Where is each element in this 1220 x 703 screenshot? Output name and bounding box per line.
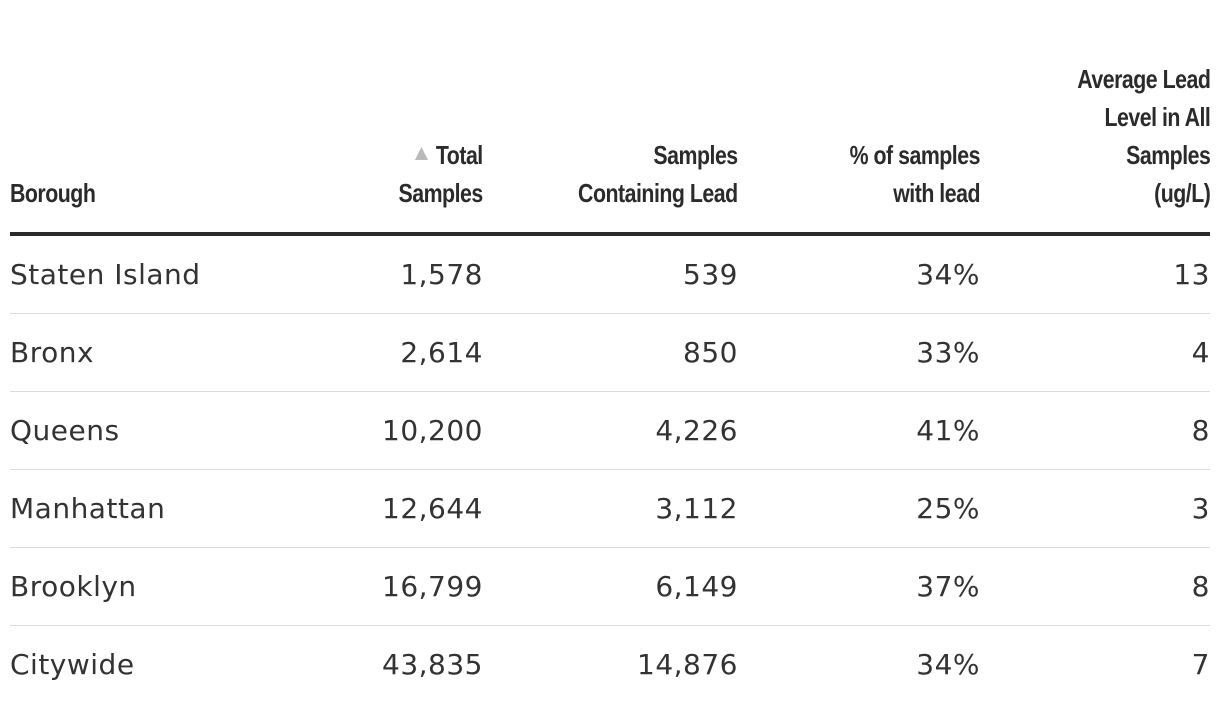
- header-line: Average Lead: [1077, 64, 1210, 94]
- table-row: Brooklyn 16,799 6,149 37% 8: [10, 548, 1210, 626]
- cell-pct-with-lead: 34%: [738, 234, 980, 314]
- cell-pct-with-lead: 37%: [738, 548, 980, 626]
- lead-samples-table-container: Borough Total Samples Samples Containing…: [10, 0, 1210, 703]
- cell-samples-containing-lead: 4,226: [483, 392, 738, 470]
- table-row: Manhattan 12,644 3,112 25% 3: [10, 470, 1210, 548]
- column-header-pct-with-lead-label: % of samples with lead: [850, 136, 980, 212]
- column-header-samples-containing-lead[interactable]: Samples Containing Lead: [483, 0, 738, 234]
- cell-average-lead-level: 13: [980, 234, 1210, 314]
- cell-total-samples: 2,614: [250, 314, 483, 392]
- cell-average-lead-level: 7: [980, 626, 1210, 703]
- cell-borough: Citywide: [10, 626, 250, 703]
- table-header: Borough Total Samples Samples Containing…: [10, 0, 1210, 234]
- cell-average-lead-level: 8: [980, 548, 1210, 626]
- column-header-borough-label: Borough: [10, 174, 95, 212]
- header-line: with lead: [893, 178, 980, 208]
- cell-total-samples: 16,799: [250, 548, 483, 626]
- cell-total-samples: 1,578: [250, 234, 483, 314]
- header-line: Samples: [1126, 140, 1210, 170]
- sort-ascending-icon[interactable]: [415, 147, 428, 160]
- cell-samples-containing-lead: 3,112: [483, 470, 738, 548]
- cell-borough: Staten Island: [10, 234, 250, 314]
- column-header-total-samples-label: Total Samples: [399, 136, 483, 212]
- column-header-samples-containing-lead-label: Samples Containing Lead: [578, 136, 738, 212]
- cell-samples-containing-lead: 6,149: [483, 548, 738, 626]
- cell-average-lead-level: 3: [980, 470, 1210, 548]
- cell-samples-containing-lead: 850: [483, 314, 738, 392]
- header-line: (ug/L): [1154, 178, 1210, 208]
- cell-pct-with-lead: 25%: [738, 470, 980, 548]
- cell-samples-containing-lead: 14,876: [483, 626, 738, 703]
- table-row: Citywide 43,835 14,876 34% 7: [10, 626, 1210, 703]
- cell-pct-with-lead: 41%: [738, 392, 980, 470]
- header-line: Samples: [399, 178, 483, 208]
- cell-pct-with-lead: 33%: [738, 314, 980, 392]
- cell-pct-with-lead: 34%: [738, 626, 980, 703]
- cell-total-samples: 12,644: [250, 470, 483, 548]
- column-header-borough[interactable]: Borough: [10, 0, 250, 234]
- header-line: % of samples: [850, 140, 980, 170]
- cell-borough: Queens: [10, 392, 250, 470]
- cell-borough: Bronx: [10, 314, 250, 392]
- header-line: Samples: [654, 140, 738, 170]
- header-line: Containing Lead: [578, 178, 738, 208]
- cell-total-samples: 10,200: [250, 392, 483, 470]
- cell-average-lead-level: 8: [980, 392, 1210, 470]
- cell-samples-containing-lead: 539: [483, 234, 738, 314]
- table-body: Staten Island 1,578 539 34% 13 Bronx 2,6…: [10, 234, 1210, 703]
- table-row: Staten Island 1,578 539 34% 13: [10, 234, 1210, 314]
- column-header-total-samples[interactable]: Total Samples: [250, 0, 483, 234]
- table-row: Queens 10,200 4,226 41% 8: [10, 392, 1210, 470]
- cell-borough: Manhattan: [10, 470, 250, 548]
- cell-total-samples: 43,835: [250, 626, 483, 703]
- lead-samples-table: Borough Total Samples Samples Containing…: [10, 0, 1210, 703]
- column-header-average-lead-level[interactable]: Average Lead Level in All Samples (ug/L): [980, 0, 1210, 234]
- header-line: Level in All: [1104, 102, 1210, 132]
- column-header-pct-with-lead[interactable]: % of samples with lead: [738, 0, 980, 234]
- header-row: Borough Total Samples Samples Containing…: [10, 0, 1210, 234]
- column-header-average-lead-level-label: Average Lead Level in All Samples (ug/L): [1077, 60, 1210, 212]
- table-row: Bronx 2,614 850 33% 4: [10, 314, 1210, 392]
- cell-average-lead-level: 4: [980, 314, 1210, 392]
- header-line: Total: [436, 140, 483, 170]
- cell-borough: Brooklyn: [10, 548, 250, 626]
